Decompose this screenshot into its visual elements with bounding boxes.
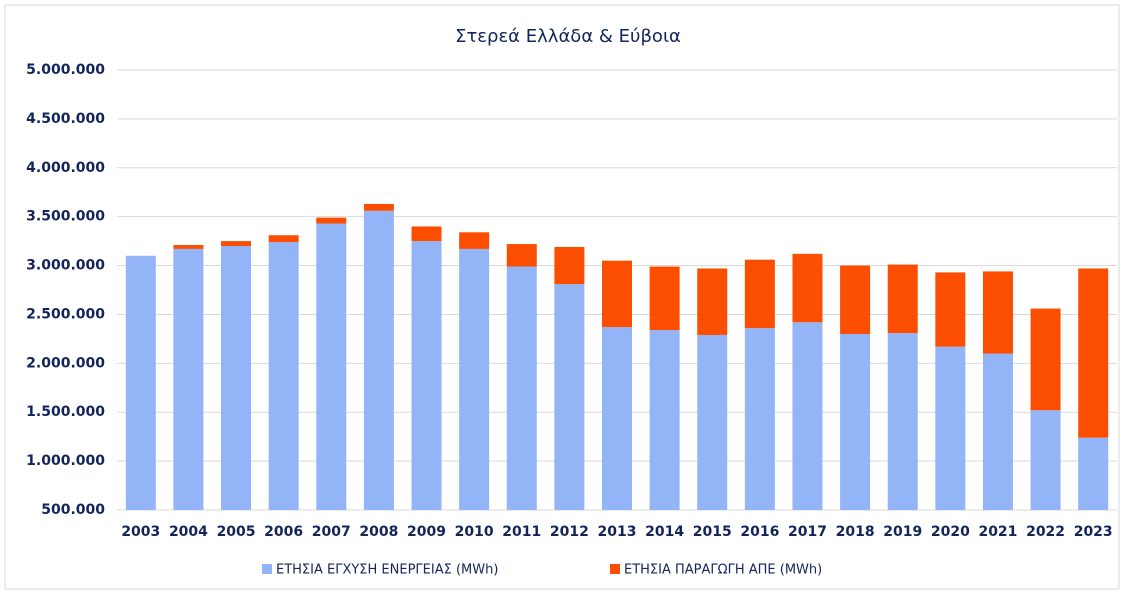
bar-segment: [840, 265, 871, 334]
bar-segment: [363, 210, 394, 511]
y-tick-label: 2.000.000: [26, 355, 105, 371]
x-tick-label: 2022: [1026, 524, 1065, 540]
bar-segment: [1030, 410, 1061, 510]
y-tick-label: 5.000.000: [26, 62, 105, 78]
legend-label: ΕΤΗΣΙΑ ΠΑΡΑΓΩΓΗ ΑΠΕ (MWh): [624, 563, 822, 578]
bar-segment: [316, 217, 347, 224]
x-tick-label: 2005: [217, 524, 256, 540]
bar-segment: [268, 242, 299, 511]
bar-segment: [506, 266, 537, 510]
bar-segment: [268, 235, 299, 243]
bar-segment: [173, 248, 204, 510]
bar-segment: [840, 334, 871, 510]
bar-segment: [602, 327, 632, 510]
bar-segment: [554, 246, 585, 285]
bar-segment: [221, 246, 252, 510]
chart-frame: [4, 4, 1120, 590]
y-tick-label: 4.000.000: [26, 160, 105, 176]
bar-segment: [649, 330, 680, 510]
bar-segment: [554, 284, 585, 510]
bar-segment: [1078, 437, 1109, 510]
bar-segment: [744, 259, 775, 329]
y-tick-label: 2.500.000: [26, 306, 105, 322]
bar-segment: [697, 268, 728, 335]
bar-segment: [887, 333, 918, 510]
x-tick-label: 2007: [312, 524, 351, 540]
bar-segment: [982, 353, 1013, 510]
x-tick-label: 2006: [264, 524, 303, 540]
x-tick-label: 2015: [693, 524, 732, 540]
x-tick-label: 2004: [169, 524, 208, 540]
x-tick-label: 2019: [883, 524, 922, 540]
bar-segment: [887, 264, 918, 334]
y-tick-label: 3.000.000: [26, 258, 105, 274]
y-tick-label: 1.500.000: [26, 404, 105, 420]
bar-segment: [744, 328, 775, 510]
x-tick-label: 2014: [645, 524, 684, 540]
bar-segment: [697, 334, 728, 510]
bar-segment: [506, 244, 537, 267]
x-tick-label: 2013: [598, 524, 637, 540]
bar-segment: [316, 223, 347, 510]
bar-segment: [982, 271, 1013, 354]
x-tick-label: 2009: [407, 524, 446, 540]
x-tick-label: 2016: [740, 524, 779, 540]
bar-segment: [411, 226, 442, 242]
legend-swatch: [262, 564, 272, 574]
y-tick-label: 500.000: [41, 502, 105, 518]
x-tick-label: 2020: [931, 524, 970, 540]
x-tick-label: 2010: [455, 524, 494, 540]
chart-title: Στερεά Ελλάδα & Εύβοια: [455, 26, 681, 47]
bar-segment: [221, 241, 252, 246]
x-tick-label: 2003: [121, 524, 160, 540]
x-tick-label: 2018: [836, 524, 875, 540]
bar-segment: [363, 203, 394, 211]
bar-segment: [649, 266, 680, 331]
x-tick-label: 2012: [550, 524, 589, 540]
bar-segment: [792, 253, 823, 323]
bar-segment: [459, 248, 490, 510]
y-tick-label: 3.500.000: [26, 209, 105, 225]
bar-segment: [935, 346, 966, 510]
x-tick-label: 2008: [359, 524, 398, 540]
legend-label: ΕΤΗΣΙΑ ΕΓΧΥΣΗ ΕΝΕΡΓΕΙΑΣ (MWh): [276, 563, 498, 578]
bar-segment: [125, 255, 156, 510]
bar-segment: [792, 322, 823, 510]
bar-segment: [602, 260, 632, 328]
x-tick-label: 2011: [502, 524, 541, 540]
y-tick-label: 4.500.000: [26, 111, 105, 127]
bar-segment: [459, 232, 490, 249]
y-tick-label: 1.000.000: [26, 453, 105, 469]
legend-swatch: [610, 564, 620, 574]
bar-segment: [935, 272, 966, 347]
bar-segment: [173, 245, 204, 249]
bar-segment: [1030, 308, 1061, 411]
x-tick-label: 2021: [978, 524, 1017, 540]
bar-segment: [411, 241, 442, 510]
bar-segment: [1078, 268, 1109, 438]
x-tick-label: 2017: [788, 524, 827, 540]
x-tick-label: 2023: [1074, 524, 1113, 540]
